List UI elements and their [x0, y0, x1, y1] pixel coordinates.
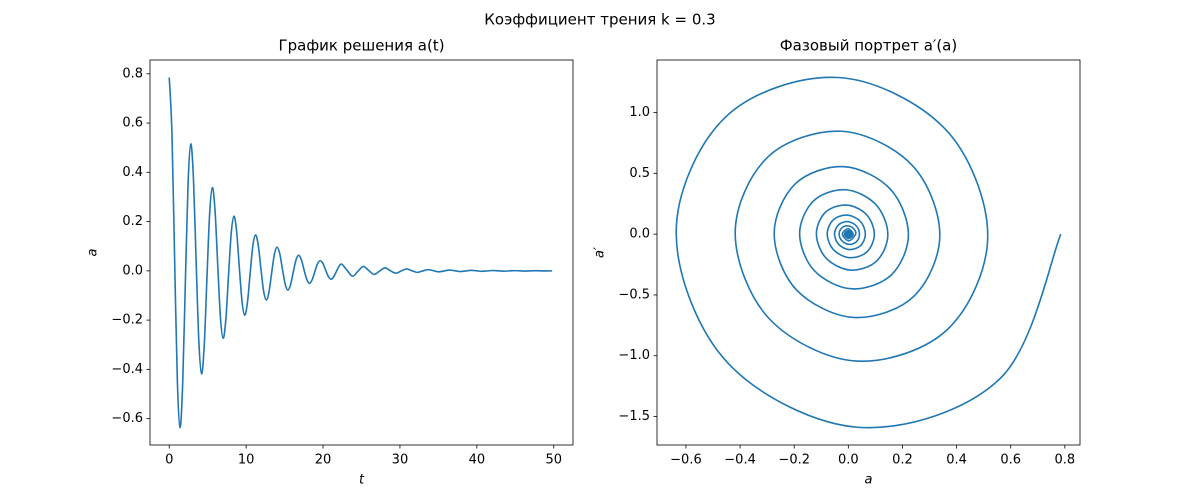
x-tick-label: 10 [238, 453, 255, 468]
data-line [168, 77, 553, 429]
y-tick-label: −1.0 [618, 348, 650, 363]
data-line [675, 76, 1062, 429]
x-tick-label: 0.0 [838, 453, 859, 468]
y-tick-label: 0.5 [629, 166, 650, 181]
x-tick-label: 40 [469, 453, 486, 468]
y-tick-label: 0.6 [122, 116, 143, 131]
x-tick-label: 0.2 [892, 453, 913, 468]
y-tick-label: −1.5 [618, 409, 650, 424]
y-tick-label: −0.2 [111, 313, 143, 328]
x-tick-label: 0.4 [946, 453, 967, 468]
x-tick-label: 50 [545, 453, 562, 468]
axes-title: Фазовый портрет a′(a) [780, 37, 957, 55]
x-axis-label: a [865, 473, 873, 488]
y-tick-label: 0.2 [122, 214, 143, 229]
x-tick-label: −0.6 [670, 453, 702, 468]
x-tick-label: 0 [165, 453, 173, 468]
y-axis-label: a [86, 248, 101, 256]
y-tick-label: −0.5 [618, 287, 650, 302]
x-tick-label: 0.8 [1055, 453, 1076, 468]
suptitle: Коэффициент трения k = 0.3 [484, 11, 715, 29]
axes-frame [149, 59, 574, 446]
x-tick-label: −0.2 [778, 453, 810, 468]
y-tick-label: 0.4 [122, 165, 143, 180]
y-axis-label: a′ [593, 247, 608, 258]
y-tick-label: 0.0 [122, 263, 143, 278]
y-tick-label: 1.0 [629, 105, 650, 120]
y-tick-label: 0.0 [629, 227, 650, 242]
y-tick-label: 0.8 [122, 66, 143, 81]
x-tick-label: 20 [315, 453, 332, 468]
axes-frame [656, 59, 1081, 446]
x-axis-label: t [359, 473, 365, 488]
x-tick-label: 0.6 [1000, 453, 1021, 468]
x-tick-label: −0.4 [724, 453, 756, 468]
x-tick-label: 30 [392, 453, 409, 468]
y-tick-label: −0.6 [111, 411, 143, 426]
y-tick-label: −0.4 [111, 362, 143, 377]
axes-title: График решения a(t) [278, 37, 444, 55]
